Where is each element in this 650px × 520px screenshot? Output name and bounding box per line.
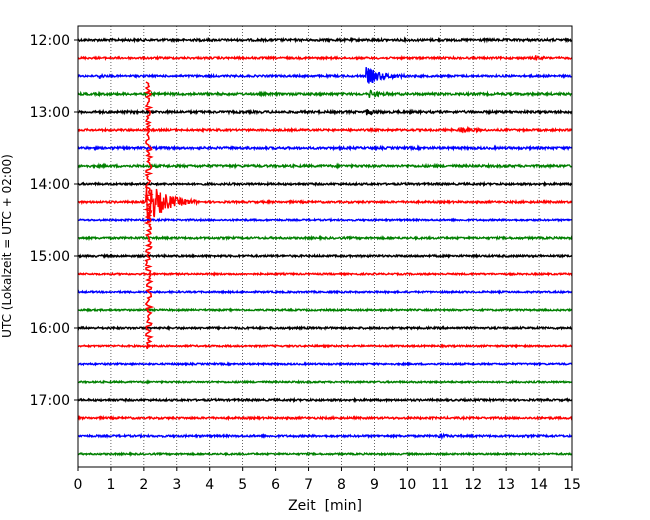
seismic-trace [77, 396, 573, 404]
seismic-trace [77, 324, 573, 332]
seismic-trace [77, 217, 573, 223]
seismic-trace [77, 67, 573, 84]
seismic-trace [77, 271, 573, 277]
seismic-trace [77, 289, 573, 295]
seismic-trace [77, 252, 573, 260]
x-tick-label: 14 [530, 477, 548, 493]
plot-frame [77, 25, 573, 468]
seismic-trace [77, 89, 573, 98]
seismic-trace [77, 162, 573, 170]
x-tick-label: 8 [337, 477, 346, 493]
seismic-trace [77, 361, 573, 367]
y-tick-label: 17:00 [30, 393, 70, 409]
y-axis-label: UTC (Lokalzeit = UTC + 02:00) [0, 154, 14, 338]
x-tick-label: 10 [398, 477, 416, 493]
y-tick-label: 16:00 [30, 321, 70, 337]
x-tick-label: 13 [497, 477, 515, 493]
x-tick-label: 7 [304, 477, 313, 493]
seismic-trace [77, 108, 573, 116]
x-tick-label: 1 [106, 477, 115, 493]
y-axis-ticks: 12:00 13:00 14:00 15:00 16:00 17:00 [30, 33, 78, 409]
seismic-trace [77, 36, 573, 44]
seismic-trace [77, 379, 573, 385]
seismic-traces [77, 36, 573, 457]
y-tick-label: 15:00 [30, 249, 70, 265]
x-axis-label: Zeit [min] [288, 498, 362, 514]
y-tick-label: 12:00 [30, 33, 70, 49]
seismic-trace [77, 144, 573, 152]
x-tick-label: 3 [172, 477, 181, 493]
x-tick-label: 2 [139, 477, 148, 493]
x-tick-label: 15 [563, 477, 581, 493]
seismic-trace [77, 234, 573, 242]
y-tick-label: 13:00 [30, 105, 70, 121]
x-tick-label: 0 [74, 477, 83, 493]
seismic-trace [77, 414, 573, 422]
teleseismic-arrival-trace [143, 81, 155, 350]
seismic-trace [77, 307, 573, 313]
x-tick-label: 6 [271, 477, 280, 493]
seismic-trace [77, 451, 573, 457]
seismic-trace [77, 185, 573, 223]
seismic-trace [77, 125, 573, 134]
seismic-trace [77, 54, 573, 62]
x-tick-label: 12 [464, 477, 482, 493]
x-tick-label: 4 [205, 477, 214, 493]
x-tick-label: 11 [431, 477, 449, 493]
plot-background [78, 26, 572, 467]
x-tick-label: 9 [370, 477, 379, 493]
x-axis-ticks: 0 1 2 3 4 5 6 7 8 9 10 11 12 13 14 15 [74, 467, 581, 493]
seismic-trace [77, 432, 573, 441]
seismic-trace [77, 180, 573, 188]
seismic-trace [77, 343, 573, 349]
y-tick-label: 14:00 [30, 177, 70, 193]
x-tick-label: 5 [238, 477, 247, 493]
